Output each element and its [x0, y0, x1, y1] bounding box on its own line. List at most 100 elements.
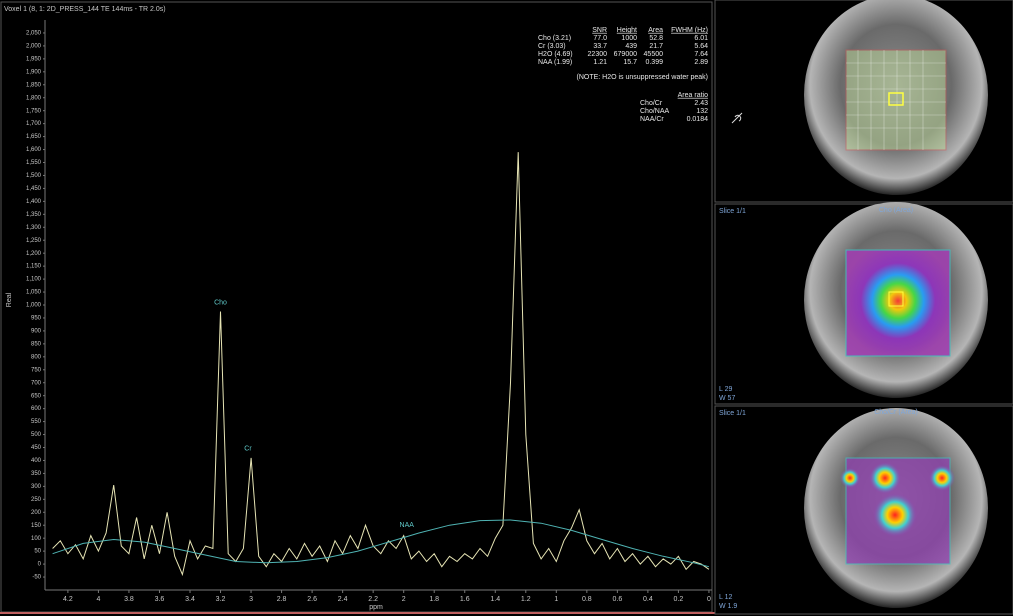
y-tick-label: 2,050: [26, 31, 42, 37]
y-tick-label: 1,150: [26, 264, 42, 270]
table-cell: 33.7: [593, 43, 607, 50]
table-header: FWHM (Hz): [671, 27, 708, 34]
y-tick-label: 1,200: [26, 251, 42, 257]
voxel-grid: [846, 50, 946, 150]
heat-map: [846, 250, 950, 356]
y-tick-label: 500: [31, 432, 42, 438]
table-cell: 1.21: [593, 59, 607, 66]
y-tick-label: 1,650: [26, 134, 42, 140]
x-tick-label: 3.2: [216, 596, 226, 603]
y-tick-label: 1,500: [26, 173, 42, 179]
y-tick-label: 1,950: [26, 56, 42, 62]
x-tick-label: 0.8: [582, 596, 592, 603]
x-tick-label: 0.2: [674, 596, 684, 603]
table-note: (NOTE: H2O is unsuppressed water peak): [577, 74, 709, 81]
table-cell: 77.0: [593, 35, 607, 42]
y-tick-label: 1,600: [26, 147, 42, 153]
table-cell: 6.01: [694, 35, 708, 42]
ratio-value: 2.43: [694, 100, 708, 107]
width-label: W 57: [719, 395, 735, 402]
x-tick-label: 3.8: [124, 596, 134, 603]
row-label: H2O (4.69): [538, 51, 573, 58]
y-tick-label: 150: [31, 523, 42, 529]
y-tick-label: 1,400: [26, 199, 42, 205]
y-tick-label: 1,550: [26, 160, 42, 166]
hot-spot: [840, 468, 860, 488]
x-tick-label: 3: [249, 596, 253, 603]
width-label: W 1.9: [719, 603, 737, 610]
table-cell: 52.8: [649, 35, 663, 42]
window-title: Voxel 1 (8, 1: 2D_PRESS_144 TE 144ms - T…: [4, 6, 166, 13]
y-tick-label: 1,800: [26, 95, 42, 101]
y-tick-label: 750: [31, 367, 42, 373]
x-tick-label: 2.8: [277, 596, 287, 603]
x-tick-label: 2.6: [307, 596, 317, 603]
table-cell: 15.7: [623, 59, 637, 66]
hot-spot: [873, 493, 917, 537]
row-label: NAA (1.99): [538, 59, 572, 66]
y-tick-label: -50: [32, 575, 41, 581]
table-cell: 21.7: [649, 43, 663, 50]
peak-label: Cr: [244, 446, 252, 453]
y-tick-label: 1,350: [26, 212, 42, 218]
hot-spot: [869, 462, 901, 494]
y-tick-label: 450: [31, 445, 42, 451]
slice-label: Slice 1/1: [719, 410, 746, 417]
x-tick-label: 1.6: [460, 596, 470, 603]
y-tick-label: 550: [31, 419, 42, 425]
x-tick-label: 1.8: [429, 596, 439, 603]
map-label: Cho/Cr (Area): [874, 409, 918, 416]
y-tick-label: 1,850: [26, 82, 42, 88]
peak-label: Cho: [214, 299, 227, 306]
table-cell: 22300: [588, 51, 608, 58]
x-tick-label: 3.6: [155, 596, 165, 603]
x-tick-label: 0: [707, 596, 711, 603]
table-cell: 439: [625, 43, 637, 50]
ratio-label: Cho/NAA: [640, 108, 670, 115]
y-tick-label: 1,100: [26, 277, 42, 283]
y-tick-label: 700: [31, 380, 42, 386]
x-tick-label: 4.2: [63, 596, 73, 603]
x-tick-label: 1: [554, 596, 558, 603]
x-tick-label: 4: [96, 596, 100, 603]
x-tick-label: 2.2: [368, 596, 378, 603]
x-tick-label: 1.2: [521, 596, 531, 603]
x-tick-label: 2.4: [338, 596, 348, 603]
table-cell: 5.64: [694, 43, 708, 50]
level-label: L 12: [719, 594, 732, 601]
map-label: Cho (Area): [879, 207, 913, 214]
image-panels: Slice 1/1 Cho (Area) L 29 W 57 Slice 1/1…: [715, 0, 1013, 614]
table-cell: 2.89: [694, 59, 708, 66]
x-tick-label: 3.4: [185, 596, 195, 603]
x-tick-label: 1.4: [490, 596, 500, 603]
ratio-label: NAA/Cr: [640, 116, 664, 123]
y-tick-label: 200: [31, 510, 42, 516]
y-tick-label: 1,000: [26, 303, 42, 309]
table-cell: 0.399: [645, 59, 663, 66]
x-tick-label: 0.6: [613, 596, 623, 603]
y-tick-label: 100: [31, 536, 42, 542]
y-tick-label: 50: [34, 549, 41, 555]
table-header: SNR: [592, 27, 607, 34]
level-label: L 29: [719, 386, 732, 393]
y-tick-label: 1,750: [26, 108, 42, 114]
y-axis-label: Real: [6, 292, 13, 307]
y-tick-label: 400: [31, 458, 42, 464]
y-tick-label: 600: [31, 406, 42, 412]
table-cell: 7.64: [694, 51, 708, 58]
y-tick-label: 1,050: [26, 290, 42, 296]
x-tick-label: 2: [402, 596, 406, 603]
table-header: Height: [617, 27, 637, 34]
ratio-value: 0.0184: [687, 116, 709, 123]
y-tick-label: 900: [31, 328, 42, 334]
x-tick-label: 0.4: [643, 596, 653, 603]
row-label: Cr (3.03): [538, 43, 566, 50]
table-header: Area: [648, 27, 663, 34]
x-axis-label: ppm: [369, 604, 383, 611]
y-tick-label: 1,450: [26, 186, 42, 192]
y-tick-label: 250: [31, 497, 42, 503]
ratio-header: Area ratio: [678, 92, 708, 99]
row-label: Cho (3.21): [538, 35, 571, 42]
y-tick-label: 300: [31, 484, 42, 490]
y-tick-label: 850: [31, 341, 42, 347]
